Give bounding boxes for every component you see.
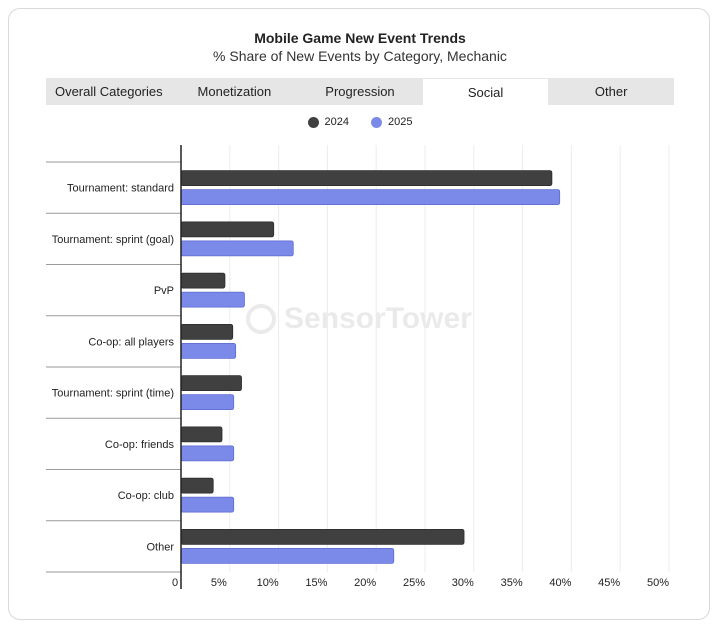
bar-2025[interactable] <box>180 547 395 564</box>
bar-2025[interactable] <box>180 291 245 308</box>
bar-2025[interactable] <box>180 342 237 359</box>
chart-subtitle: % Share of New Events by Category, Mecha… <box>213 48 507 64</box>
chart-legend: 2024 2025 <box>0 116 720 128</box>
bar-2024[interactable] <box>180 528 465 545</box>
legend-swatch-2024 <box>307 116 319 128</box>
category-label: Other <box>146 541 174 553</box>
x-tick-label: 40% <box>549 577 571 589</box>
category-label: PvP <box>154 285 174 297</box>
x-tick-label: 10% <box>257 577 279 589</box>
x-tick-label: 45% <box>598 577 620 589</box>
bar-2024[interactable] <box>180 170 553 187</box>
x-tick-label: 50% <box>647 577 669 589</box>
category-label: Co-op: all players <box>88 336 174 348</box>
category-label: Co-op: club <box>118 490 174 502</box>
bar-2024[interactable] <box>180 375 242 392</box>
bar-2025[interactable] <box>180 240 294 257</box>
tab-other[interactable]: Other <box>594 84 628 99</box>
tab-social[interactable]: Social <box>422 78 549 105</box>
x-tick-label: 5% <box>211 577 227 589</box>
x-tick-label: 15% <box>305 577 327 589</box>
category-label: Co-op: friends <box>105 439 175 451</box>
tab-overall-categories[interactable]: Overall Categories <box>54 84 163 99</box>
chart-card <box>8 8 710 620</box>
x-tick-label: 0 <box>172 577 178 589</box>
legend-label-2024: 2024 <box>324 116 349 128</box>
bar-2025[interactable] <box>180 394 235 411</box>
bar-2024[interactable] <box>180 426 223 443</box>
category-label: Tournament: sprint (time) <box>52 388 174 400</box>
bar-2024[interactable] <box>180 477 214 494</box>
bar-2024[interactable] <box>180 323 234 340</box>
legend-swatch-2025 <box>371 116 382 128</box>
tab-progression[interactable]: Progression <box>325 84 395 99</box>
bar-2024[interactable] <box>180 221 275 238</box>
x-tick-label: 30% <box>452 577 474 589</box>
bar-2024[interactable] <box>180 272 226 289</box>
bar-2025[interactable] <box>180 445 235 462</box>
legend-label-2025: 2025 <box>388 116 413 128</box>
chart-title: Mobile Game New Event Trends <box>254 30 466 46</box>
legend-item-2024[interactable]: 2024 <box>307 116 349 128</box>
bar-2025[interactable] <box>180 189 561 206</box>
legend-item-2025[interactable]: 2025 <box>371 116 412 128</box>
category-tabs: Overall Categories Monetization Progress… <box>46 78 674 105</box>
tab-monetization[interactable]: Monetization <box>197 84 272 99</box>
x-tick-label: 35% <box>501 577 523 589</box>
x-tick-label: 25% <box>403 577 425 589</box>
x-tick-label: 20% <box>354 577 376 589</box>
category-label: Tournament: standard <box>67 183 174 195</box>
category-label: Tournament: sprint (goal) <box>52 234 174 246</box>
bar-2025[interactable] <box>180 496 235 513</box>
